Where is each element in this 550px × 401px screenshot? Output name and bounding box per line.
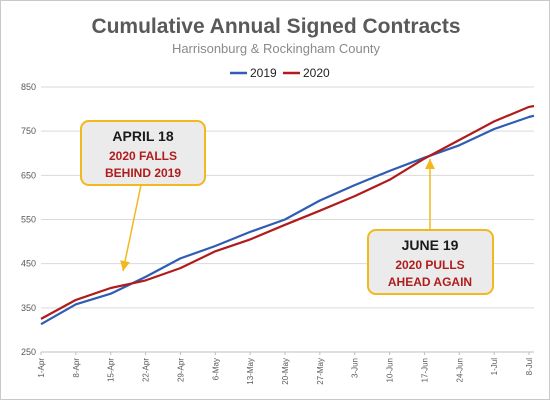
annotation-june-19: JUNE 19 2020 PULLS AHEAD AGAIN: [367, 159, 494, 295]
y-tick-label-750: 750: [21, 126, 36, 136]
legend: 2019 2020: [230, 66, 330, 80]
annotation-june-19-line1: 2020 PULLS: [395, 258, 464, 272]
annotation-april-18-heading: APRIL 18: [112, 128, 173, 144]
annotation-june-19-box: [367, 229, 494, 295]
x-tick-label-13-May: 13-May: [246, 358, 255, 385]
annotation-april-18-line1: 2020 FALLS: [109, 149, 177, 163]
legend-label-2020: 2020: [303, 66, 330, 80]
series-line-2020: [40, 104, 535, 320]
x-tick-label-29-Apr: 29-Apr: [176, 358, 185, 382]
x-tick-label-17-Jun: 17-Jun: [420, 358, 429, 382]
y-axis: 250 350 450 550 650 750 850: [21, 82, 36, 357]
x-tick-label-6-May: 6-May: [211, 358, 220, 380]
chart-subtitle: Harrisonburg & Rockingham County: [172, 41, 381, 56]
x-tick-label-10-Jun: 10-Jun: [386, 358, 395, 382]
x-tick-label-24-Jun: 24-Jun: [455, 358, 464, 382]
x-tick-label-3-Jun: 3-Jun: [351, 358, 360, 378]
y-tick-label-550: 550: [21, 215, 36, 225]
y-tick-label-350: 350: [21, 303, 36, 313]
annotation-april-18-arrowhead: [120, 260, 130, 271]
y-tick-label-850: 850: [21, 82, 36, 92]
chart-title: Cumulative Annual Signed Contracts: [91, 15, 460, 38]
x-tick-label-1-Apr: 1-Apr: [37, 358, 46, 378]
annotation-june-19-arrowhead: [425, 159, 435, 169]
annotation-april-18-arrow: [122, 184, 142, 272]
x-axis: 1-Apr 8-Apr 15-Apr 22-Apr 29-Apr 6-May 13-May 2…: [37, 352, 534, 385]
x-tick-label-22-Apr: 22-Apr: [142, 358, 151, 382]
annotation-april-18-box: [80, 120, 206, 186]
x-tick-label-8-Jul: 8-Jul: [525, 358, 534, 376]
y-tick-label-450: 450: [21, 259, 36, 269]
annotation-april-18-line2: BEHIND 2019: [105, 166, 181, 180]
x-tick-label-27-May: 27-May: [316, 358, 325, 385]
series-lines: [40, 104, 535, 326]
x-tick-label-15-Apr: 15-Apr: [107, 358, 116, 382]
x-tick-label-1-Jul: 1-Jul: [490, 358, 499, 376]
x-tick-label-8-Apr: 8-Apr: [72, 358, 81, 378]
y-tick-label-650: 650: [21, 170, 36, 180]
annotation-june-19-line2: AHEAD AGAIN: [388, 275, 472, 289]
x-tick-label-20-May: 20-May: [281, 358, 290, 385]
y-tick-label-250: 250: [21, 347, 36, 357]
annotation-june-19-heading: JUNE 19: [402, 237, 459, 253]
annotation-april-18: APRIL 18 2020 FALLS BEHIND 2019: [80, 120, 206, 272]
legend-label-2019: 2019: [250, 66, 277, 80]
